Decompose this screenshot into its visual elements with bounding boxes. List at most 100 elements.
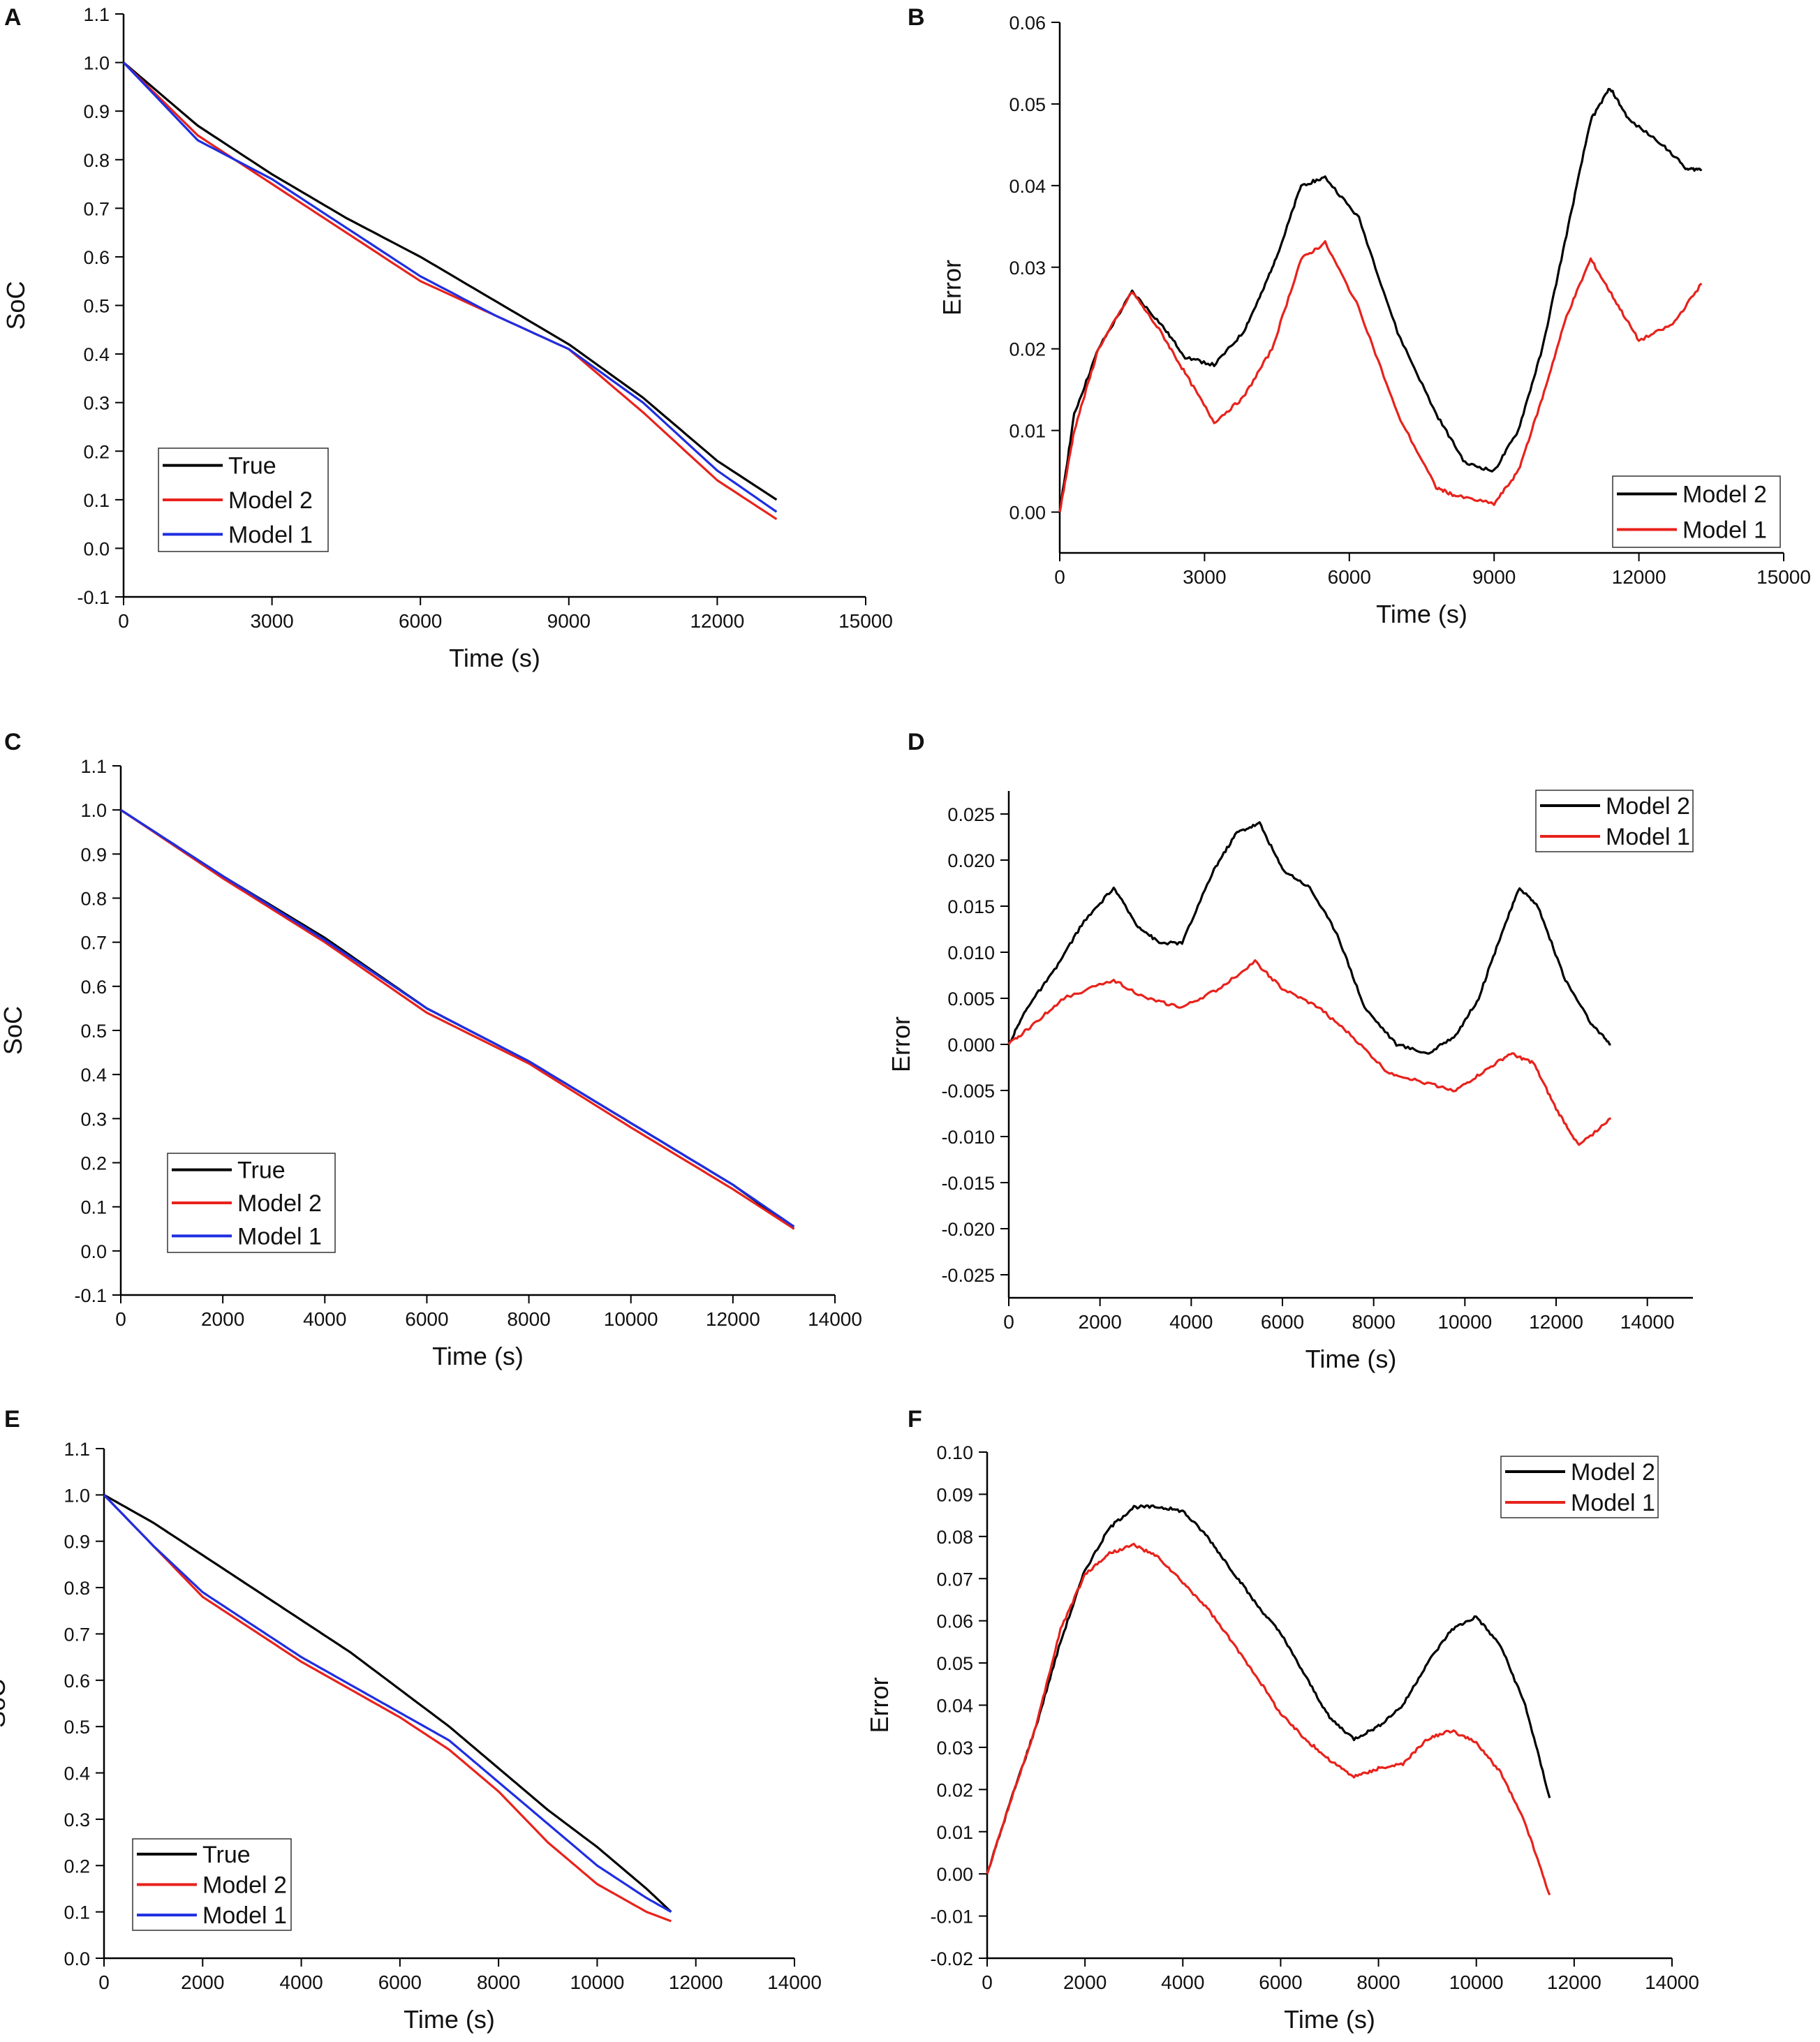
- x-tick-label: 6000: [1259, 1971, 1302, 1993]
- y-tick-label: 0.00: [1009, 503, 1046, 524]
- x-axis-title: Time (s): [432, 1342, 524, 1370]
- x-tick-label: 2000: [1063, 1971, 1107, 1993]
- series-line-model-2: [103, 1494, 672, 1923]
- series-line-model-1: [1007, 959, 1612, 1146]
- x-axis-title: Time (s): [1305, 1345, 1397, 1373]
- y-tick-label: -0.020: [941, 1219, 995, 1240]
- y-tick-label: 0.3: [83, 393, 110, 414]
- y-tick-label: 0.020: [947, 850, 995, 871]
- y-tick-label: 1.1: [83, 4, 110, 25]
- y-tick-label: -0.1: [77, 587, 110, 608]
- legend-label-model-1: Model 1: [1571, 1490, 1655, 1516]
- y-tick-label: 0.8: [80, 889, 107, 910]
- x-tick-label: 12000: [690, 610, 744, 632]
- y-tick-label: 0.015: [947, 896, 995, 917]
- y-tick-label: 0.05: [936, 1653, 973, 1674]
- y-tick-label: 0.04: [936, 1696, 973, 1717]
- y-tick-label: 0.01: [1009, 421, 1046, 442]
- x-axis-title: Time (s): [1376, 600, 1467, 628]
- series-line-model-1: [986, 1542, 1551, 1896]
- y-tick-label: 0.005: [947, 989, 995, 1009]
- y-tick-label: 0.4: [80, 1065, 107, 1086]
- y-tick-label: 0.0: [83, 538, 110, 559]
- x-tick-label: 6000: [405, 1308, 448, 1330]
- x-tick-label: 0: [115, 1308, 126, 1330]
- legend-label-true: True: [202, 1842, 251, 1868]
- y-tick-label: 0.000: [947, 1035, 995, 1056]
- y-tick-label: 0.2: [80, 1153, 107, 1174]
- y-tick-label: 0.06: [936, 1611, 973, 1632]
- x-tick-label: 12000: [706, 1308, 760, 1330]
- x-tick-label: 4000: [1169, 1311, 1213, 1333]
- y-axis-title: Error: [887, 1016, 915, 1072]
- legend-label-true: True: [237, 1157, 286, 1184]
- y-tick-label: 0.8: [64, 1578, 90, 1599]
- y-tick-label: 0.010: [947, 942, 995, 963]
- series-line-true: [122, 61, 778, 501]
- y-axis-title: SoC: [0, 1679, 10, 1728]
- y-tick-label: -0.005: [941, 1081, 995, 1102]
- legend-label-model-1: Model 1: [1682, 517, 1767, 544]
- y-tick-label: 0.8: [83, 150, 110, 171]
- y-tick-label: -0.1: [74, 1285, 107, 1306]
- chart-panel-B: 0 3000 6000 9000 12000 15000 0.00 0.01 0.02 0.03 0…: [938, 13, 1811, 628]
- y-tick-label: 0.2: [83, 441, 110, 462]
- x-tick-label: 4000: [279, 1971, 323, 1993]
- series-line-true: [103, 1494, 672, 1913]
- x-tick-label: 0: [1054, 566, 1065, 588]
- y-tick-label: -0.015: [941, 1173, 995, 1194]
- x-tick-label: 12000: [669, 1971, 723, 1993]
- x-tick-label: 15000: [838, 610, 893, 632]
- legend-label-model-1: Model 1: [1606, 824, 1690, 850]
- y-tick-label: 0.05: [1009, 94, 1046, 115]
- panel-label-E: E: [4, 1406, 20, 1433]
- y-tick-label: 0.5: [83, 296, 110, 317]
- chart-panel-C: 0 2000 4000 6000 8000 10000 12000 14000 -0.1 0.0 0…: [0, 756, 862, 1370]
- legend-box: [1535, 790, 1694, 852]
- x-tick-label: 2000: [181, 1971, 224, 1993]
- x-tick-label: 14000: [1645, 1971, 1699, 1993]
- x-tick-label: 6000: [1328, 566, 1371, 588]
- series-line-model-1: [1058, 240, 1703, 512]
- legend: True Model 2 Model 1: [167, 1153, 336, 1253]
- y-tick-label: 0.7: [83, 198, 110, 219]
- x-tick-label: 14000: [767, 1971, 822, 1993]
- series-line-model-2: [1058, 87, 1703, 512]
- legend-box: [1500, 1456, 1659, 1518]
- y-tick-label: 0.00: [936, 1864, 973, 1885]
- y-tick-label: 0.025: [947, 804, 995, 825]
- legend-label-model-2: Model 2: [237, 1190, 322, 1217]
- x-axis-title: Time (s): [1284, 2005, 1375, 2034]
- y-tick-label: 1.0: [64, 1485, 90, 1506]
- x-tick-label: 4000: [1161, 1971, 1204, 1993]
- x-tick-label: 3000: [1183, 566, 1226, 588]
- x-axis-title: Time (s): [404, 2005, 495, 2034]
- legend: True Model 2 Model 1: [132, 1838, 292, 1931]
- panel-label-B: B: [908, 4, 925, 31]
- legend-label-model-1: Model 1: [237, 1223, 322, 1250]
- y-tick-label: -0.02: [930, 1948, 973, 1969]
- legend-label-true: True: [228, 453, 276, 480]
- y-tick-label: 0.03: [936, 1738, 973, 1759]
- y-tick-label: 0.4: [83, 344, 110, 365]
- panel-label-C: C: [4, 729, 22, 755]
- y-tick-label: 0.02: [1009, 339, 1046, 360]
- y-tick-label: 0.7: [64, 1624, 90, 1645]
- y-tick-label: 0.2: [64, 1856, 90, 1877]
- y-tick-label: -0.01: [930, 1907, 973, 1928]
- y-tick-label: 1.0: [83, 53, 110, 74]
- y-tick-label: 0.5: [80, 1021, 107, 1042]
- x-tick-label: 8000: [1352, 1311, 1396, 1333]
- legend-label-model-2: Model 2: [228, 487, 313, 514]
- legend-box: [1612, 475, 1781, 548]
- y-tick-label: 0.09: [936, 1484, 973, 1505]
- legend-label-model-2: Model 2: [1606, 793, 1690, 820]
- x-tick-label: 0: [118, 610, 129, 632]
- legend: True Model 2 Model 1: [158, 447, 329, 552]
- y-axis-title: SoC: [0, 1006, 27, 1055]
- x-tick-label: 0: [1003, 1311, 1014, 1333]
- chart-panel-A: 0 3000 6000 9000 12000 15000 -0.1 0.0 0.1 0.2 0.3 0…: [1, 4, 893, 672]
- x-tick-label: 10000: [570, 1971, 624, 1993]
- x-tick-label: 6000: [399, 610, 442, 632]
- y-tick-label: 1.0: [80, 800, 107, 821]
